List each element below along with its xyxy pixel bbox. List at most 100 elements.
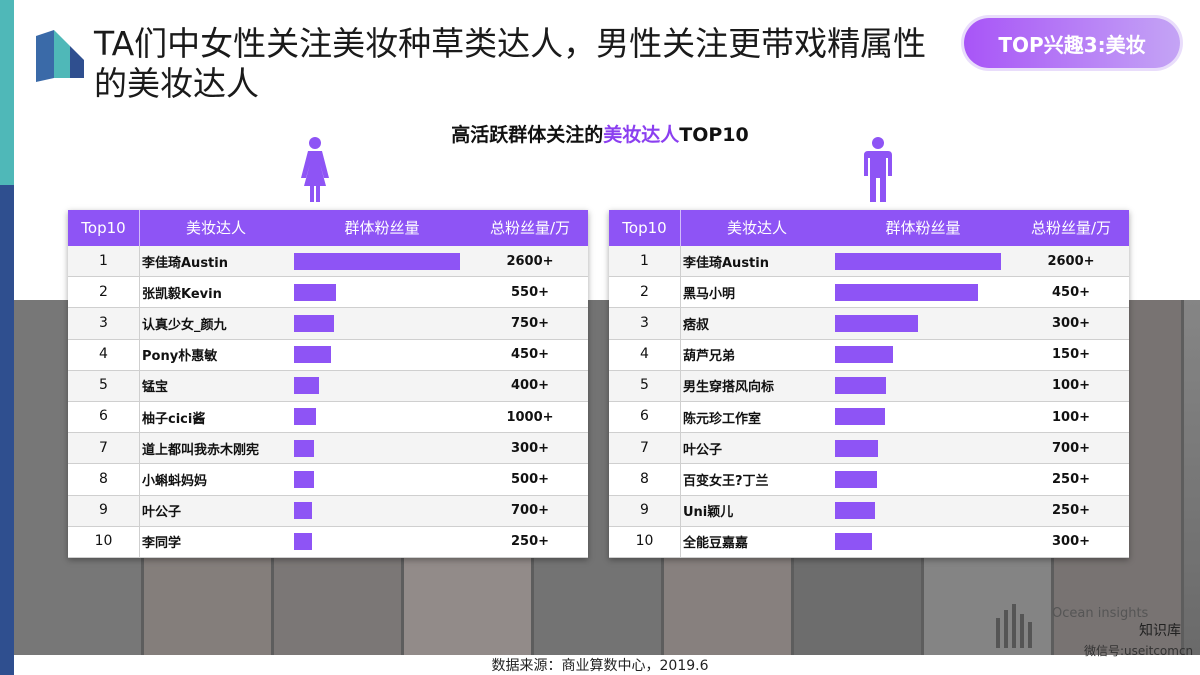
table-row: 6 陈元珍工作室 100+ bbox=[609, 401, 1129, 434]
row-rank: 7 bbox=[68, 432, 140, 464]
row-name: Pony朴惠敏 bbox=[142, 349, 218, 365]
female-person-icon bbox=[301, 137, 329, 202]
row-rank: 1 bbox=[609, 245, 681, 277]
group-fans-bar bbox=[294, 439, 314, 457]
row-total: 250+ bbox=[1051, 471, 1091, 487]
interest-badge: TOP兴趣3:美妆 bbox=[964, 18, 1180, 68]
header-name: 美妆达人 bbox=[185, 219, 246, 237]
table-row: 7 道上都叫我赤木刚宪 300+ bbox=[68, 432, 588, 465]
group-fans-bar bbox=[835, 533, 872, 551]
row-total: 100+ bbox=[1051, 378, 1091, 394]
male-person-icon bbox=[864, 137, 892, 202]
row-total: 700+ bbox=[510, 503, 550, 519]
header-bar: 群体粉丝量 bbox=[885, 219, 961, 237]
page-title: TA们中女性关注美妆种草类达人，男性关注更带戏精属性的美妆达人 bbox=[94, 24, 927, 103]
row-rank: 10 bbox=[68, 526, 140, 558]
row-total: 1000+ bbox=[506, 409, 554, 425]
row-rank: 9 bbox=[68, 495, 140, 527]
data-source-note: 数据来源：商业算数中心，2019.6 bbox=[491, 658, 709, 674]
header-name: 美妆达人 bbox=[726, 219, 787, 237]
table-row: 1 李佳琦Austin 2600+ bbox=[609, 245, 1129, 278]
group-fans-bar bbox=[835, 283, 978, 301]
row-name: 道上都叫我赤木刚宪 bbox=[142, 442, 260, 458]
row-rank: 3 bbox=[609, 307, 681, 340]
row-total: 550+ bbox=[510, 284, 550, 300]
row-bar-cell bbox=[833, 464, 1013, 495]
subtitle-highlight: 美妆达人 bbox=[603, 124, 680, 146]
table-row: 1 李佳琦Austin 2600+ bbox=[68, 245, 588, 278]
table-row: 8 百变女王?丁兰 250+ bbox=[609, 463, 1129, 496]
group-fans-bar bbox=[835, 314, 918, 332]
row-total: 400+ bbox=[510, 378, 550, 394]
row-name: 认真少女_颜九 bbox=[142, 317, 227, 333]
row-total: 300+ bbox=[1051, 315, 1091, 331]
watermark: Ocean insights 知识库 微信号:useitcomcn bbox=[994, 604, 1194, 660]
row-total: 250+ bbox=[1051, 503, 1091, 519]
row-rank: 9 bbox=[609, 495, 681, 527]
row-rank: 2 bbox=[609, 276, 681, 308]
group-fans-bar bbox=[294, 470, 314, 488]
watermark-site: 知识库 bbox=[1139, 623, 1181, 639]
group-fans-bar bbox=[294, 533, 312, 551]
row-total: 2600+ bbox=[1047, 253, 1095, 269]
row-name: 李佳琦Austin bbox=[142, 255, 228, 271]
table-row: 4 葫芦兄弟 150+ bbox=[609, 339, 1129, 371]
chart-subtitle: 高活跃群体关注的美妆达人TOP10 bbox=[0, 120, 1200, 147]
row-total: 100+ bbox=[1051, 409, 1091, 425]
group-fans-bar bbox=[294, 408, 316, 426]
row-total: 250+ bbox=[510, 534, 550, 550]
group-fans-bar bbox=[294, 252, 460, 270]
brand-logo-icon bbox=[36, 30, 84, 82]
row-total: 2600+ bbox=[506, 253, 554, 269]
row-rank: 6 bbox=[609, 401, 681, 433]
table-row: 5 锰宝 400+ bbox=[68, 370, 588, 402]
table-row: 3 认真少女_颜九 750+ bbox=[68, 307, 588, 340]
group-fans-bar bbox=[835, 346, 893, 364]
table-row: 9 Uni颖儿 250+ bbox=[609, 495, 1129, 527]
table-row: 9 叶公子 700+ bbox=[68, 495, 588, 527]
row-name: 锰宝 bbox=[142, 380, 169, 396]
female-top10-table: Top10 美妆达人 群体粉丝量 总粉丝量/万 1 李佳琦Austin 2600+ 2… bbox=[68, 210, 588, 558]
row-total: 300+ bbox=[510, 440, 550, 456]
row-bar-cell bbox=[292, 526, 472, 557]
row-bar-cell bbox=[292, 370, 472, 401]
table-row: 5 男生穿搭风向标 100+ bbox=[609, 370, 1129, 402]
row-name: 叶公子 bbox=[683, 442, 723, 458]
table-row: 3 痞叔 300+ bbox=[609, 307, 1129, 340]
row-total: 500+ bbox=[510, 471, 550, 487]
row-name: 痞叔 bbox=[683, 317, 710, 333]
row-name: 张凯毅Kevin bbox=[142, 286, 222, 302]
row-bar-cell bbox=[292, 246, 472, 277]
row-bar-cell bbox=[833, 495, 1013, 526]
left-accent-bar-teal bbox=[0, 0, 14, 185]
row-bar-cell bbox=[833, 339, 1013, 370]
row-rank: 3 bbox=[68, 307, 140, 340]
group-fans-bar bbox=[835, 439, 878, 457]
row-name: 全能豆嘉嘉 bbox=[683, 536, 749, 552]
row-name: 男生穿搭风向标 bbox=[683, 380, 775, 396]
table-row: 2 张凯毅Kevin 550+ bbox=[68, 276, 588, 309]
row-name: 葫芦兄弟 bbox=[683, 349, 736, 365]
row-bar-cell bbox=[833, 401, 1013, 432]
group-fans-bar bbox=[835, 502, 875, 519]
table-row: 7 叶公子 700+ bbox=[609, 432, 1129, 465]
row-bar-cell bbox=[833, 526, 1013, 557]
row-bar-cell bbox=[833, 433, 1013, 464]
row-total: 700+ bbox=[1051, 440, 1091, 456]
row-bar-cell bbox=[833, 246, 1013, 277]
row-bar-cell bbox=[292, 464, 472, 495]
row-rank: 7 bbox=[609, 432, 681, 464]
row-total: 750+ bbox=[510, 315, 550, 331]
row-name: Uni颖儿 bbox=[683, 505, 734, 521]
row-name: 小蝌蚪妈妈 bbox=[142, 473, 208, 489]
row-rank: 10 bbox=[609, 526, 681, 558]
table-row: 10 李同学 250+ bbox=[68, 526, 588, 558]
row-name: 黑马小明 bbox=[683, 286, 736, 302]
row-bar-cell bbox=[833, 370, 1013, 401]
row-bar-cell bbox=[292, 433, 472, 464]
table-row: 4 Pony朴惠敏 450+ bbox=[68, 339, 588, 371]
row-rank: 4 bbox=[609, 339, 681, 371]
row-total: 450+ bbox=[510, 347, 550, 363]
watermark-wechat: 微信号:useitcomcn bbox=[1084, 644, 1194, 658]
row-name: 叶公子 bbox=[142, 505, 182, 521]
